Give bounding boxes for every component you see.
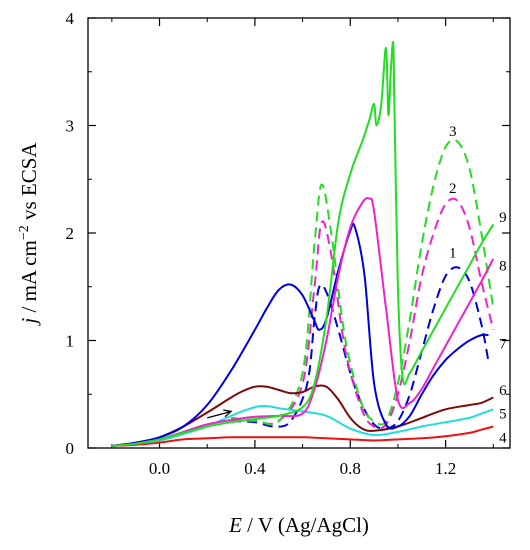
x-tick-label: 0.4 [244, 459, 266, 478]
curve-label-8: 8 [499, 258, 507, 274]
scan-direction-arrowhead [223, 409, 233, 418]
curve-label-7: 7 [499, 337, 507, 353]
y-axis-title-symbol: j [17, 318, 41, 327]
curve-label-9: 9 [499, 210, 507, 226]
curve-5-solid [111, 404, 494, 447]
axis-ticks: 0.0 0.4 0.8 1.2 0 1 2 3 4 [66, 9, 510, 478]
x-tick-label: 0.8 [340, 459, 361, 478]
curve-8-solid [111, 197, 495, 447]
y-tick-label: 2 [66, 224, 75, 243]
curve-label-3: 3 [449, 124, 457, 140]
y-axis-title-unit: / mA cm [17, 240, 41, 318]
x-axis-title: E / V (Ag/AgCl) [228, 513, 369, 537]
curve-3-dashed [230, 138, 495, 426]
y-tick-label: 3 [66, 117, 75, 136]
y-axis-title: j / mA cm−2 vs ECSA [17, 142, 41, 327]
x-tick-label: 1.2 [435, 459, 456, 478]
scan-direction-arrow [207, 410, 232, 419]
curves [111, 40, 495, 447]
y-axis-title-exponent: −2 [17, 225, 32, 240]
x-tick-label: 0.0 [149, 459, 170, 478]
y-tick-label: 0 [66, 439, 75, 458]
y-tick-label: 4 [66, 9, 75, 28]
curve-4-solid [111, 425, 494, 447]
y-tick-label: 1 [66, 332, 75, 351]
x-axis-title-unit: / V (Ag/AgCl) [242, 513, 369, 537]
curve-2-dashed [231, 197, 495, 430]
x-axis-title-symbol: E [228, 513, 242, 537]
curve-6-solid [111, 384, 494, 447]
curve-label-6: 6 [499, 383, 507, 399]
curve-1-dashed [231, 266, 490, 430]
plot-frame [87, 17, 511, 449]
y-axis-title-tail: vs ECSA [17, 142, 41, 226]
curve-label-4: 4 [499, 430, 507, 446]
curve-9-solid [111, 40, 495, 447]
curve-label-5: 5 [499, 407, 507, 423]
annotations [207, 409, 233, 419]
curve-labels: 1 2 3 4 5 6 7 8 9 [449, 124, 507, 446]
curve-label-1: 1 [449, 245, 457, 261]
curve-label-2: 2 [449, 181, 457, 197]
